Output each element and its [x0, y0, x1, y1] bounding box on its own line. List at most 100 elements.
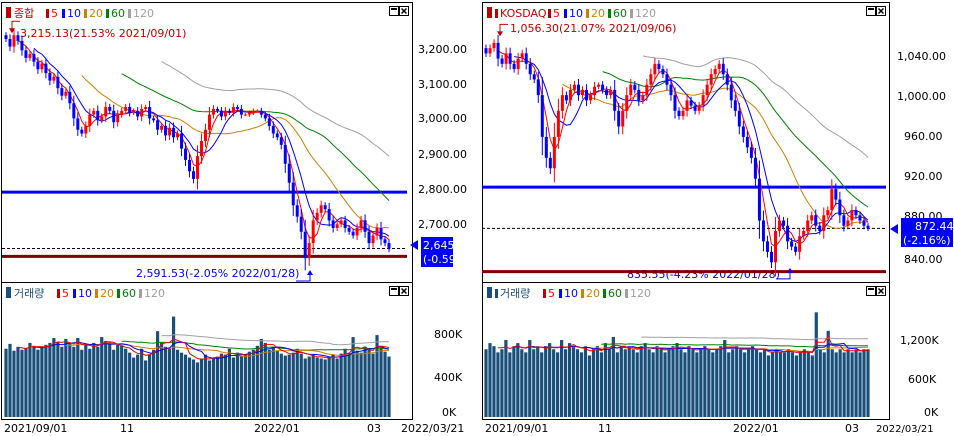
candle-body: [351, 231, 355, 236]
candle-body: [40, 63, 44, 70]
legend-ma120: 120: [133, 7, 154, 20]
candle-body: [484, 48, 488, 54]
volume-bar: [116, 344, 120, 417]
candle-body: [76, 118, 80, 130]
candle-body: [488, 48, 492, 54]
legend-ma10: 10: [67, 7, 81, 20]
maximize-icon[interactable]: [866, 6, 876, 16]
legend-vol-ma60: 60: [608, 287, 622, 300]
volume-bar: [92, 342, 96, 417]
volume-bar: [583, 346, 588, 417]
candle-body: [88, 114, 92, 126]
candle-body: [572, 84, 576, 90]
current-price-value: 872.44: [915, 220, 954, 233]
volume-bar: [152, 349, 156, 417]
candle-body: [28, 54, 32, 58]
close-icon[interactable]: [876, 286, 886, 296]
price-plot-area: [482, 23, 886, 280]
candle-body: [367, 231, 371, 244]
legend-index-name: 종합: [14, 7, 34, 20]
volume-bar: [124, 348, 128, 417]
candle-body: [540, 95, 544, 137]
candle-body: [552, 136, 556, 169]
volume-bar: [363, 346, 367, 417]
candle-body: [536, 79, 540, 96]
current-price-pointer-icon: [890, 224, 898, 234]
close-icon[interactable]: [876, 6, 886, 16]
kospi-volume-window-buttons: [389, 286, 409, 296]
kosdaq-volume-window-buttons: [866, 286, 886, 296]
legend-ma5-marker: [46, 9, 49, 18]
volume-bar: [163, 346, 168, 417]
x-axis-label: 11: [598, 422, 612, 435]
maximize-icon[interactable]: [389, 6, 399, 16]
high-annotation: 3,215.13(21.53% 2021/09/01): [20, 27, 186, 40]
volume-bar: [623, 349, 627, 417]
candle-body: [597, 84, 601, 87]
close-icon[interactable]: [399, 286, 409, 296]
candle-body: [331, 220, 335, 228]
candle-body: [112, 110, 116, 123]
volume-bar: [719, 346, 723, 417]
volume-bar: [838, 349, 842, 417]
y-tick-label: 2,700.00: [418, 218, 467, 231]
candle-body: [496, 42, 500, 59]
candle-body: [160, 125, 164, 130]
maximize-icon[interactable]: [866, 286, 876, 296]
candle-body: [72, 103, 76, 119]
volume-bar: [179, 352, 184, 417]
candle-body: [818, 225, 822, 231]
volume-bar: [223, 354, 228, 417]
high-annotation: 1,056.30(21.07% 2021/09/06): [510, 22, 676, 35]
volume-bar: [227, 348, 232, 417]
close-icon[interactable]: [399, 6, 409, 16]
volume-bar: [659, 349, 663, 417]
volume-bar: [508, 352, 512, 417]
legend-ma5-marker: [543, 289, 546, 298]
candle-body: [850, 210, 854, 221]
volume-bar: [723, 340, 727, 417]
volume-bar: [187, 357, 192, 417]
legend-marker-icon: [6, 7, 11, 18]
volume-bar: [607, 349, 611, 417]
legend-ma120-marker: [139, 289, 142, 298]
volume-bar: [794, 355, 798, 417]
kosdaq-panel: KOSDAQ 5 10 20 60 120 거래량: [482, 2, 954, 435]
volume-bar: [802, 349, 806, 417]
volume-bar: [548, 343, 552, 417]
candle-body: [556, 110, 560, 137]
candle-body: [20, 40, 24, 51]
volume-bar: [846, 349, 850, 417]
volume-bar: [28, 342, 32, 417]
legend-ma120: 120: [635, 7, 656, 20]
volume-bar: [524, 352, 528, 417]
legend-ma5: 5: [553, 7, 560, 20]
candle-body: [192, 171, 196, 179]
candle-body: [782, 220, 786, 226]
low-marker-arrow: [776, 269, 791, 280]
volume-bar: [735, 346, 739, 417]
kospi-price-window-buttons: [389, 6, 409, 16]
volume-bar: [854, 349, 858, 417]
volume-bar: [691, 349, 695, 417]
candle-body: [227, 110, 231, 113]
candle-body: [681, 110, 685, 117]
volume-bar: [148, 354, 152, 417]
volume-bar: [112, 349, 116, 417]
candle-body: [854, 210, 858, 216]
candle-body: [826, 210, 830, 216]
volume-bar: [191, 359, 196, 417]
volume-plot-area: [484, 312, 870, 417]
candle-body: [235, 107, 239, 109]
legend-vol-ma120: 120: [630, 287, 651, 300]
volume-ma-line: [161, 334, 390, 346]
candle-body: [319, 205, 323, 213]
legend-ma10-marker: [564, 9, 567, 18]
volume-bar: [834, 352, 838, 417]
candle-body: [239, 108, 243, 115]
candle-body: [544, 136, 548, 158]
maximize-icon[interactable]: [389, 286, 399, 296]
volume-bar: [663, 352, 667, 417]
candle-body: [375, 227, 379, 236]
legend-index-name: KOSDAQ: [500, 7, 547, 20]
